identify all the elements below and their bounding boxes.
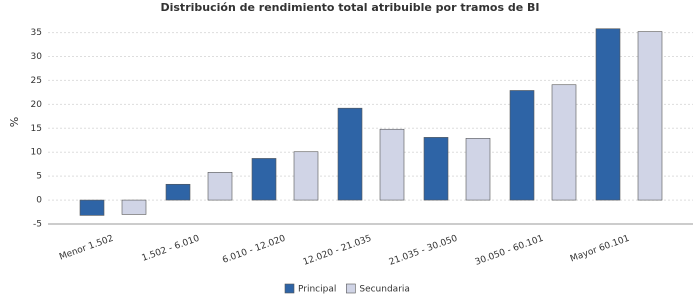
x-tick-label: 12.020 - 21.035	[302, 234, 373, 268]
x-tick-label: Menor 1.502	[58, 234, 115, 263]
bar	[79, 199, 105, 216]
bar	[165, 183, 191, 201]
y-tick-label: 35	[31, 28, 42, 38]
bar	[207, 172, 233, 201]
bar	[121, 199, 147, 215]
chart-title: Distribución de rendimiento total atribu…	[160, 1, 539, 14]
legend-swatch	[284, 283, 295, 294]
legend-label: Principal	[298, 285, 336, 295]
bar	[251, 158, 277, 201]
y-axis-label: %	[8, 117, 21, 127]
bar	[379, 128, 405, 201]
y-tick-label: 5	[36, 172, 42, 182]
y-tick-label: 0	[36, 196, 42, 206]
bar	[293, 151, 319, 201]
bar	[337, 107, 363, 201]
legend-swatch	[346, 283, 356, 294]
x-tick-label: 30.050 - 60.101	[474, 234, 545, 268]
bar	[423, 137, 449, 201]
x-tick-label: 6.010 - 12.020	[221, 234, 287, 266]
y-tick-label: 15	[31, 124, 42, 134]
bar	[551, 84, 577, 201]
x-tick-label: Mayor 60.101	[569, 234, 631, 265]
y-tick-label: -5	[33, 220, 42, 230]
y-tick-label: 10	[31, 148, 43, 158]
legend-label: Secundaria	[359, 285, 410, 295]
y-tick-label: 20	[31, 100, 43, 110]
bar	[509, 90, 535, 201]
y-tick-label: 25	[31, 76, 42, 86]
bar	[595, 28, 621, 201]
x-tick-label: 1.502 - 6.010	[141, 234, 202, 264]
x-tick-label: 21.035 - 30.050	[388, 234, 459, 268]
bar	[637, 31, 663, 201]
y-tick-label: 30	[31, 52, 43, 62]
bar	[465, 138, 491, 201]
